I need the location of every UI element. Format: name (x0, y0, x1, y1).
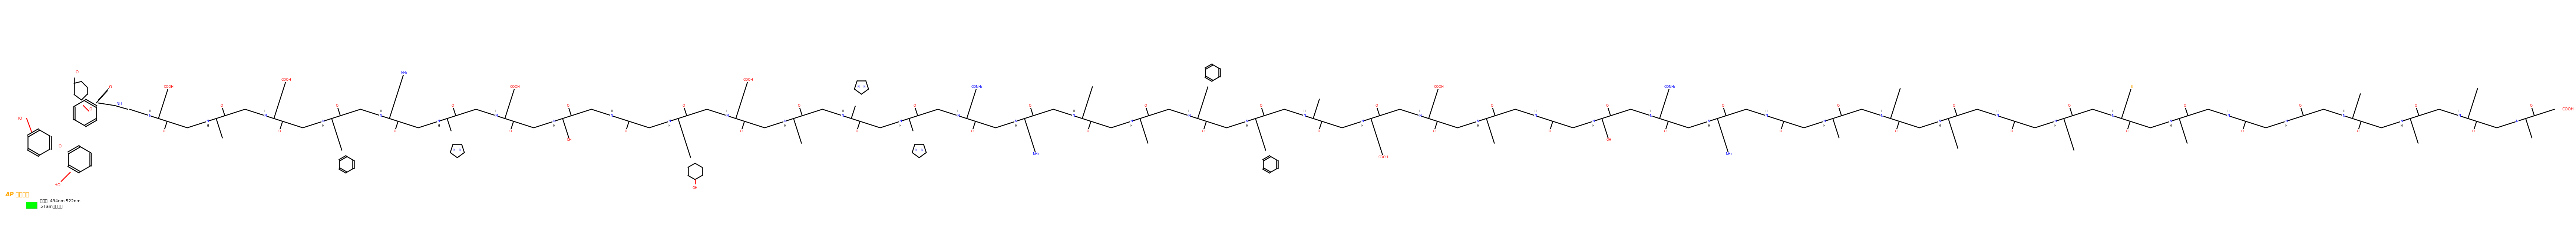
Text: O: O (1896, 129, 1899, 133)
Text: COOH: COOH (2563, 107, 2573, 111)
Text: O: O (1316, 129, 1319, 133)
Text: 5-Fam荧光标记: 5-Fam荧光标记 (41, 204, 62, 208)
Text: COOH: COOH (510, 85, 520, 89)
Text: O: O (567, 104, 569, 108)
Text: O: O (623, 129, 626, 133)
Text: O: O (2298, 104, 2300, 108)
Text: NH₂: NH₂ (1033, 152, 1038, 155)
Text: O: O (2241, 129, 2244, 133)
Text: O: O (1837, 104, 1839, 108)
Text: CONH₂: CONH₂ (971, 85, 981, 89)
Text: O: O (1203, 129, 1206, 133)
Text: O: O (855, 129, 858, 133)
Text: O: O (394, 129, 397, 133)
Text: O: O (799, 104, 801, 108)
Text: O: O (683, 104, 685, 108)
Text: O: O (2125, 129, 2128, 133)
Text: O: O (2530, 104, 2532, 108)
Text: O: O (971, 129, 974, 133)
Text: O: O (2414, 104, 2416, 108)
Text: O: O (108, 85, 111, 89)
Text: OH: OH (693, 187, 698, 190)
Text: NH₂: NH₂ (1726, 152, 1731, 155)
Text: 波长：  494nm 522nm: 波长： 494nm 522nm (41, 199, 80, 203)
Text: O: O (2357, 129, 2360, 133)
Text: O: O (1432, 129, 1435, 133)
Text: O: O (59, 144, 62, 148)
Text: COOH: COOH (165, 85, 173, 89)
Text: O: O (1144, 104, 1146, 108)
Text: O: O (90, 107, 93, 111)
Text: HO: HO (54, 183, 59, 187)
FancyBboxPatch shape (26, 202, 36, 209)
Text: O: O (914, 104, 917, 108)
Text: NH₂: NH₂ (402, 71, 407, 74)
Text: O: O (1780, 129, 1783, 133)
Text: O: O (1953, 104, 1955, 108)
Text: O: O (335, 104, 337, 108)
Text: O: O (1492, 104, 1494, 108)
Text: OH: OH (1605, 138, 1610, 141)
Text: COOH: COOH (1378, 156, 1388, 159)
Text: COOH: COOH (744, 78, 752, 81)
Text: AP 专肽生物: AP 专肽生物 (5, 192, 28, 197)
Text: COOH: COOH (281, 78, 291, 81)
Text: O: O (222, 104, 224, 108)
Text: O: O (1376, 104, 1378, 108)
Text: O: O (2184, 104, 2187, 108)
Text: O: O (75, 70, 77, 74)
Text: CONH₂: CONH₂ (1664, 85, 1674, 89)
Text: O: O (1087, 129, 1090, 133)
Text: O: O (1721, 104, 1723, 108)
Text: HO: HO (15, 117, 23, 120)
Text: O: O (739, 129, 742, 133)
Text: NH: NH (116, 102, 121, 106)
Text: O: O (1664, 129, 1667, 133)
Text: O: O (1605, 104, 1607, 108)
Text: O: O (162, 129, 165, 133)
Text: O: O (1548, 129, 1551, 133)
Text: O: O (1028, 104, 1030, 108)
Text: O: O (2473, 129, 2476, 133)
Text: O: O (510, 129, 513, 133)
Text: COOH: COOH (1435, 85, 1445, 89)
Text: O: O (2069, 104, 2071, 108)
Text: O: O (2009, 129, 2012, 133)
Text: OH: OH (567, 138, 572, 141)
Text: O: O (278, 129, 281, 133)
Text: O: O (1260, 104, 1262, 108)
Text: O: O (451, 104, 453, 108)
